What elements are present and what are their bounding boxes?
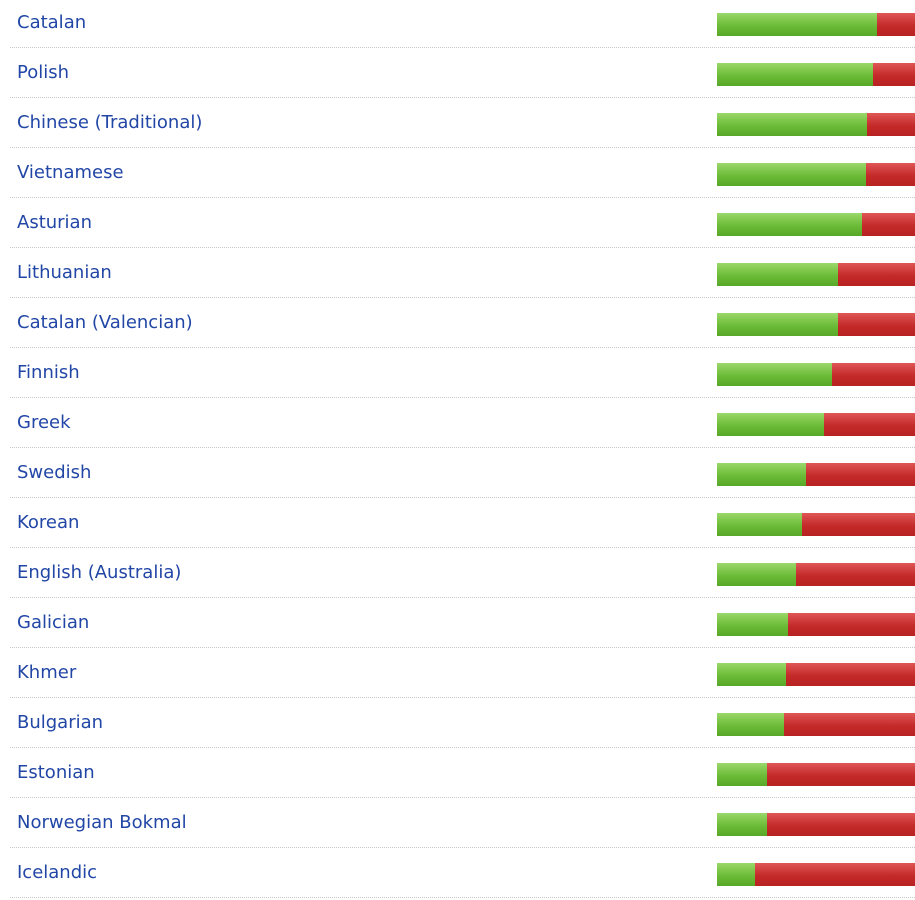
language-row: Khmer	[0, 650, 915, 700]
language-row: Catalan	[0, 0, 915, 50]
translated-segment	[717, 363, 832, 386]
translated-segment	[717, 563, 797, 586]
language-row: Chinese (Traditional)	[0, 100, 915, 150]
row-separator	[10, 147, 915, 148]
progress-bar	[717, 363, 915, 386]
translated-segment	[717, 513, 803, 536]
language-row: Estonian	[0, 750, 915, 800]
language-link[interactable]: Lithuanian	[17, 262, 112, 283]
language-link[interactable]: Galician	[17, 612, 90, 633]
language-link[interactable]: Finnish	[17, 362, 80, 383]
translated-segment	[717, 813, 767, 836]
language-link[interactable]: Vietnamese	[17, 162, 124, 183]
progress-bar	[717, 263, 915, 286]
progress-bar	[717, 13, 915, 36]
row-separator	[10, 297, 915, 298]
language-row: Catalan (Valencian)	[0, 300, 915, 350]
language-link[interactable]: Catalan (Valencian)	[17, 312, 193, 333]
row-separator	[10, 747, 915, 748]
progress-bar	[717, 813, 915, 836]
row-separator	[10, 197, 915, 198]
translated-segment	[717, 463, 807, 486]
progress-bar	[717, 463, 915, 486]
language-row: English (Australia)	[0, 550, 915, 600]
language-row: Asturian	[0, 200, 915, 250]
translated-segment	[717, 413, 824, 436]
translated-segment	[717, 763, 767, 786]
language-row: Icelandic	[0, 850, 915, 900]
language-row: Finnish	[0, 350, 915, 400]
language-link[interactable]: Swedish	[17, 462, 92, 483]
language-link[interactable]: Polish	[17, 62, 70, 83]
language-row: Polish	[0, 50, 915, 100]
row-separator	[10, 347, 915, 348]
progress-bar	[717, 863, 915, 886]
progress-bar	[717, 413, 915, 436]
row-separator	[10, 847, 915, 848]
progress-bar	[717, 613, 915, 636]
translated-segment	[717, 313, 838, 336]
progress-bar	[717, 663, 915, 686]
translated-segment	[717, 713, 785, 736]
language-link[interactable]: Icelandic	[17, 862, 98, 883]
language-row: Bulgarian	[0, 700, 915, 750]
language-link[interactable]: Bulgarian	[17, 712, 104, 733]
row-separator	[10, 97, 915, 98]
language-link[interactable]: Korean	[17, 512, 80, 533]
row-separator	[10, 447, 915, 448]
translated-segment	[717, 63, 874, 86]
translated-segment	[717, 863, 755, 886]
language-link[interactable]: Norwegian Bokmal	[17, 812, 187, 833]
language-row: Greek	[0, 400, 915, 450]
progress-bar	[717, 313, 915, 336]
language-row: Lithuanian	[0, 250, 915, 300]
translated-segment	[717, 263, 838, 286]
translated-segment	[717, 163, 866, 186]
progress-bar	[717, 713, 915, 736]
translated-segment	[717, 613, 789, 636]
progress-bar	[717, 163, 915, 186]
row-separator	[10, 47, 915, 48]
language-link[interactable]: English (Australia)	[17, 562, 182, 583]
progress-bar	[717, 563, 915, 586]
language-link[interactable]: Chinese (Traditional)	[17, 112, 203, 133]
translated-segment	[717, 13, 878, 36]
row-separator	[10, 497, 915, 498]
row-separator	[10, 697, 915, 698]
row-separator	[10, 597, 915, 598]
row-separator	[10, 247, 915, 248]
language-link[interactable]: Estonian	[17, 762, 95, 783]
language-row: Norwegian Bokmal	[0, 800, 915, 850]
progress-bar	[717, 63, 915, 86]
row-separator	[10, 647, 915, 648]
language-row: Korean	[0, 500, 915, 550]
progress-bar	[717, 213, 915, 236]
progress-bar	[717, 763, 915, 786]
row-separator	[10, 797, 915, 798]
row-separator	[10, 547, 915, 548]
language-link[interactable]: Greek	[17, 412, 71, 433]
language-link[interactable]: Catalan	[17, 12, 87, 33]
language-row: Galician	[0, 600, 915, 650]
row-separator	[10, 897, 915, 898]
progress-bar	[717, 113, 915, 136]
language-link[interactable]: Khmer	[17, 662, 77, 683]
translated-segment	[717, 663, 787, 686]
language-row: Swedish	[0, 450, 915, 500]
translated-segment	[717, 113, 868, 136]
progress-bar	[717, 513, 915, 536]
language-row: Vietnamese	[0, 150, 915, 200]
row-separator	[10, 397, 915, 398]
translated-segment	[717, 213, 862, 236]
language-link[interactable]: Asturian	[17, 212, 92, 233]
